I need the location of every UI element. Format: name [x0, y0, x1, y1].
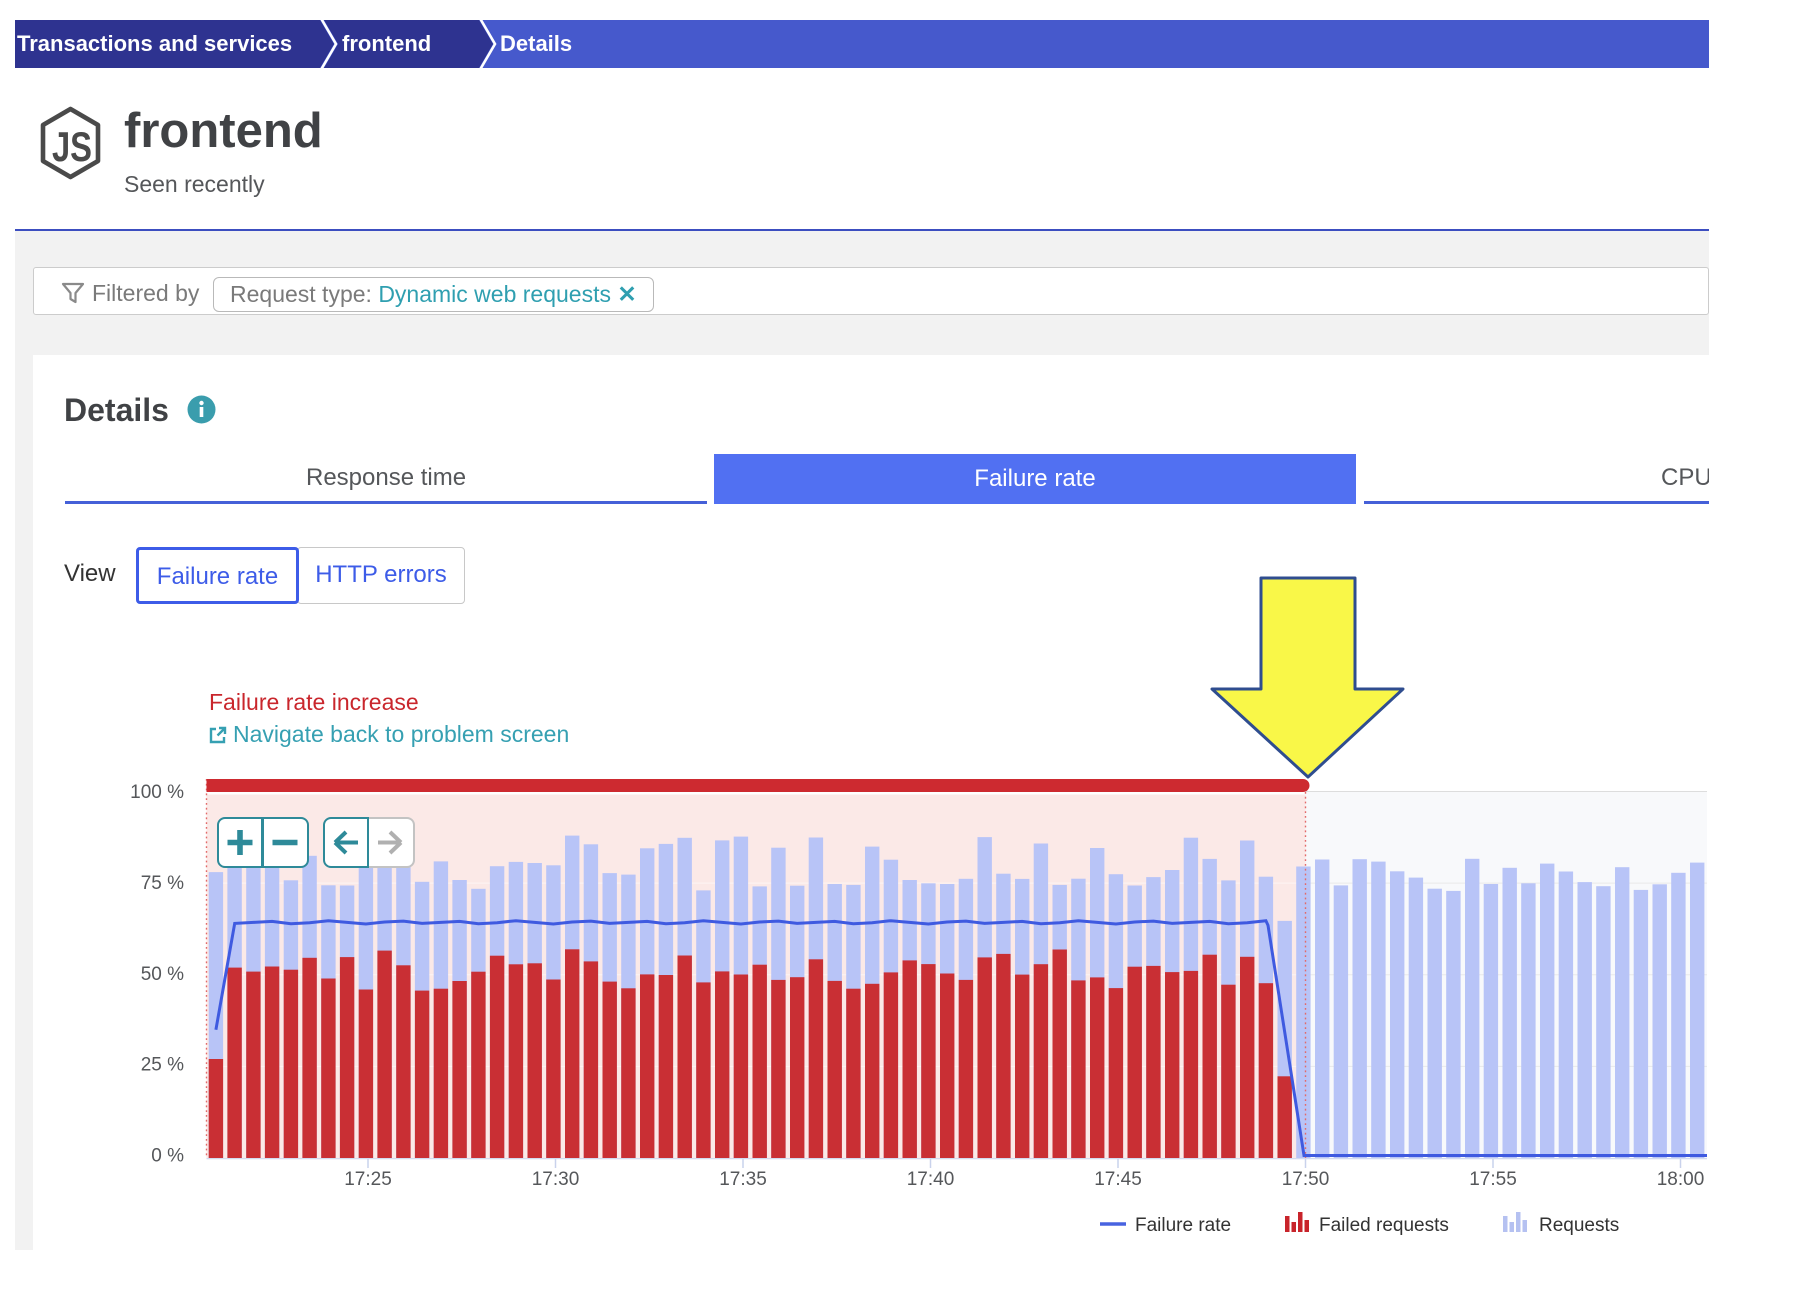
svg-text:17:35: 17:35	[719, 1169, 767, 1190]
svg-text:17:30: 17:30	[532, 1169, 580, 1190]
svg-text:17:40: 17:40	[907, 1169, 955, 1190]
svg-text:17:25: 17:25	[344, 1169, 392, 1190]
svg-text:17:45: 17:45	[1094, 1169, 1142, 1190]
svg-text:25 %: 25 %	[141, 1055, 184, 1076]
svg-text:JS: JS	[52, 123, 92, 170]
svg-text:100 %: 100 %	[130, 782, 184, 803]
svg-text:75 %: 75 %	[141, 873, 184, 894]
svg-text:0 %: 0 %	[151, 1146, 184, 1167]
svg-text:Failed requests: Failed requests	[1319, 1215, 1449, 1236]
svg-text:17:55: 17:55	[1469, 1169, 1517, 1190]
svg-text:Failure rate: Failure rate	[1135, 1215, 1231, 1236]
svg-text:Requests: Requests	[1539, 1215, 1619, 1236]
svg-text:17:50: 17:50	[1282, 1169, 1330, 1190]
svg-text:50 %: 50 %	[141, 964, 184, 985]
svg-text:18:00: 18:00	[1657, 1169, 1705, 1190]
